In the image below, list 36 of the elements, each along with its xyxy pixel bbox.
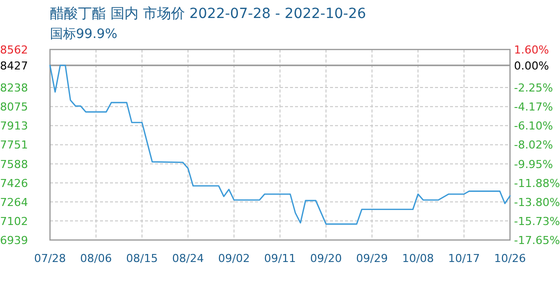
y2-tick-label: -13.80% <box>514 196 560 209</box>
y-tick-label: 7913 <box>0 120 28 133</box>
chart-title: 醋酸丁酯 国内 市场价 2022-07-28 - 2022-10-26 <box>50 6 366 22</box>
x-tick-label: 09/11 <box>264 252 296 265</box>
x-tick-label: 08/06 <box>80 252 112 265</box>
x-tick-label: 09/20 <box>310 252 342 265</box>
x-tick-label: 08/24 <box>172 252 204 265</box>
x-tick-label: 10/17 <box>448 252 480 265</box>
y2-tick-label: -9.95% <box>514 158 553 171</box>
y2-tick-label: -6.10% <box>514 120 553 133</box>
y-tick-label: 7102 <box>0 214 28 228</box>
y-tick-label: 8075 <box>0 100 28 114</box>
y-tick-label: 8238 <box>0 82 28 95</box>
y-tick-label: 6939 <box>0 234 28 247</box>
y-tick-label: 7751 <box>0 138 28 152</box>
line-series <box>49 64 511 225</box>
y2-tick-label: -4.17% <box>514 100 553 114</box>
y2-tick-label: -2.25% <box>514 82 553 95</box>
chart-subtitle: 国标99.9% <box>50 27 118 42</box>
x-tick-label: 09/02 <box>218 252 250 265</box>
x-tick-label: 08/15 <box>126 252 158 265</box>
y2-tick-label: 0.00% <box>514 59 549 72</box>
x-tick-label: 07/28 <box>34 252 66 265</box>
y2-tick-label: -11.88% <box>514 176 560 190</box>
y-tick-label: 7426 <box>0 176 28 190</box>
x-tick-label: 09/29 <box>356 252 388 265</box>
y2-tick-label: -8.02% <box>514 138 553 152</box>
y2-tick-label: -17.65% <box>514 234 560 247</box>
x-tick-label: 10/08 <box>402 252 434 265</box>
y2-tick-label: -15.73% <box>514 215 560 228</box>
y-tick-label: 7588 <box>0 158 28 171</box>
x-tick-label: 10/26 <box>494 252 526 265</box>
y-tick-label: 8562 <box>0 44 28 56</box>
y2-tick-label: 1.60% <box>514 44 549 56</box>
y-tick-label: 7264 <box>0 196 28 209</box>
y-tick-label: 8427 <box>0 59 28 72</box>
